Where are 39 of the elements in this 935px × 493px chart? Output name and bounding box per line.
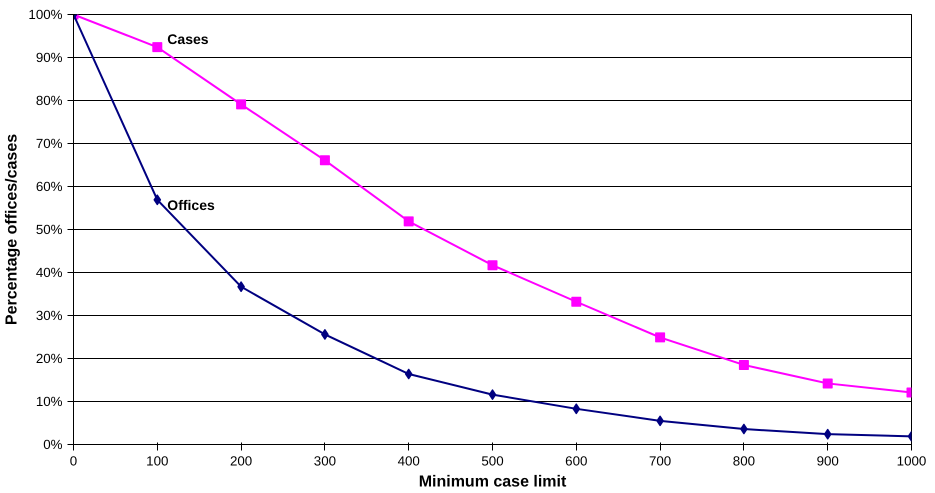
x-tick-label: 300 bbox=[314, 454, 336, 468]
x-tick-label: 900 bbox=[816, 454, 839, 468]
point bbox=[153, 194, 162, 206]
y-tick-label: 0% bbox=[43, 437, 63, 452]
y-tick-label: 70% bbox=[36, 136, 63, 151]
y-tick-label: 10% bbox=[36, 394, 63, 409]
series-label: Cases bbox=[167, 31, 209, 48]
point bbox=[320, 155, 330, 166]
point bbox=[822, 378, 833, 388]
x-tick-label: 200 bbox=[230, 454, 252, 468]
point bbox=[824, 428, 832, 440]
x-axis-title: Minimum case limit bbox=[418, 474, 567, 490]
y-tick-label: 90% bbox=[36, 50, 63, 65]
x-tick-label: 100 bbox=[146, 454, 168, 468]
point bbox=[488, 260, 498, 270]
x-tick-label: 1000 bbox=[896, 454, 926, 468]
point bbox=[152, 42, 162, 52]
x-tick-label: 500 bbox=[481, 454, 504, 468]
y-tick-label: 50% bbox=[36, 222, 63, 237]
point bbox=[404, 216, 414, 226]
x-tick-label: 700 bbox=[648, 454, 672, 468]
y-axis-title: Percentage offices/cases bbox=[3, 134, 20, 326]
y-tick-label: 80% bbox=[36, 93, 63, 108]
point bbox=[655, 332, 666, 342]
y-tick-label: 40% bbox=[36, 265, 63, 280]
x-tick-label: 0 bbox=[70, 454, 78, 468]
x-tick-label: 600 bbox=[565, 454, 588, 468]
x-tick-label: 800 bbox=[732, 454, 756, 468]
point bbox=[572, 403, 580, 414]
point bbox=[236, 99, 246, 110]
x-tick-label: 400 bbox=[398, 454, 420, 468]
series-label: Offices bbox=[167, 196, 215, 213]
y-tick-label: 100% bbox=[28, 7, 63, 22]
y-tick-label: 60% bbox=[36, 179, 63, 194]
y-tick-label: 20% bbox=[36, 351, 63, 366]
point bbox=[738, 360, 749, 370]
y-tick-label: 30% bbox=[36, 308, 63, 323]
point bbox=[404, 368, 413, 380]
point bbox=[571, 296, 582, 307]
